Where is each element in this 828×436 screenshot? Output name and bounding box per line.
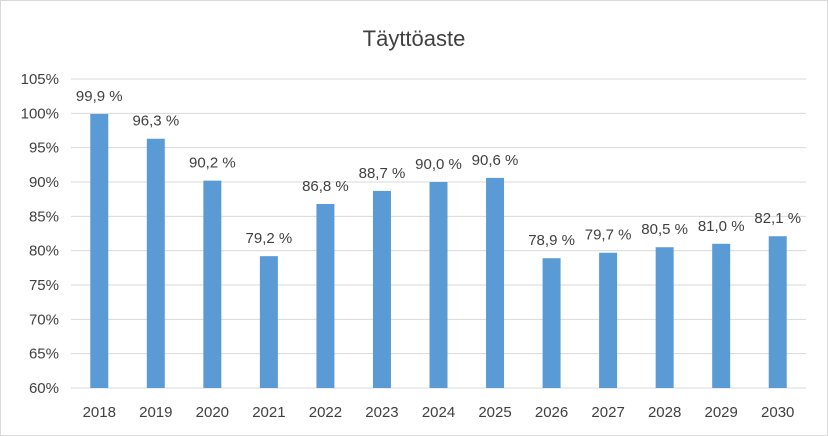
bar-2026 [542, 258, 561, 388]
bar-2027 [599, 252, 618, 388]
x-tick-label: 2025 [478, 404, 511, 421]
bar-2023 [372, 190, 391, 388]
chart-title: Täyttöaste [363, 26, 466, 51]
y-tick-label: 100% [21, 105, 59, 122]
bar-2030 [768, 236, 787, 388]
data-label-2019: 96,3 % [132, 113, 179, 130]
data-label-2018: 99,9 % [76, 88, 123, 105]
y-tick-label: 70% [29, 311, 59, 328]
x-tick-label: 2028 [648, 404, 681, 421]
y-tick-label: 90% [29, 174, 59, 191]
x-tick-label: 2023 [365, 404, 398, 421]
bar-2019 [146, 138, 165, 388]
bar-2024 [429, 182, 448, 388]
data-label-2030: 82,1 % [754, 210, 801, 227]
bar-2018 [90, 114, 109, 389]
y-tick-label: 65% [29, 346, 59, 363]
data-label-2025: 90,6 % [472, 152, 519, 169]
data-label-2029: 81,0 % [698, 218, 745, 235]
y-tick-label: 85% [29, 208, 59, 225]
y-tick-label: 75% [29, 277, 59, 294]
x-axis-ticks: 2018 2019 2020 2021 2022 2023 2024 2025 2026 2027… [83, 404, 795, 421]
bar-2029 [712, 243, 731, 388]
x-tick-label: 2030 [761, 404, 794, 421]
bar-2022 [316, 203, 335, 388]
y-tick-label: 80% [29, 243, 59, 260]
x-tick-label: 2026 [535, 404, 568, 421]
data-label-2026: 78,9 % [528, 232, 575, 249]
bars [90, 114, 787, 389]
data-labels: 99,9 % 96,3 % 90,2 % 79,2 % 86,8 % 88,7 % 90,0… [76, 88, 801, 249]
data-label-2023: 88,7 % [359, 165, 406, 182]
data-label-2024: 90,0 % [415, 156, 462, 173]
x-tick-label: 2022 [309, 404, 342, 421]
bar-2025 [486, 177, 505, 388]
data-label-2027: 79,7 % [585, 227, 632, 244]
x-tick-label: 2021 [252, 404, 285, 421]
x-tick-label: 2024 [422, 404, 455, 421]
y-tick-label: 95% [29, 140, 59, 157]
x-tick-label: 2019 [139, 404, 172, 421]
x-tick-label: 2018 [83, 404, 116, 421]
y-tick-label: 60% [29, 380, 59, 397]
y-axis-ticks: 60% 65% 70% 75% 80% 85% 90% 95% 100% 105% [21, 71, 59, 397]
x-tick-label: 2027 [591, 404, 624, 421]
x-tick-label: 2029 [705, 404, 738, 421]
bar-2028 [655, 247, 674, 388]
bar-2020 [203, 180, 222, 388]
data-label-2020: 90,2 % [189, 155, 236, 172]
data-label-2022: 86,8 % [302, 178, 349, 195]
x-tick-label: 2020 [196, 404, 229, 421]
bar-2021 [259, 256, 278, 388]
y-tick-label: 105% [21, 71, 59, 88]
data-label-2028: 80,5 % [641, 221, 688, 238]
data-label-2021: 79,2 % [246, 230, 293, 247]
